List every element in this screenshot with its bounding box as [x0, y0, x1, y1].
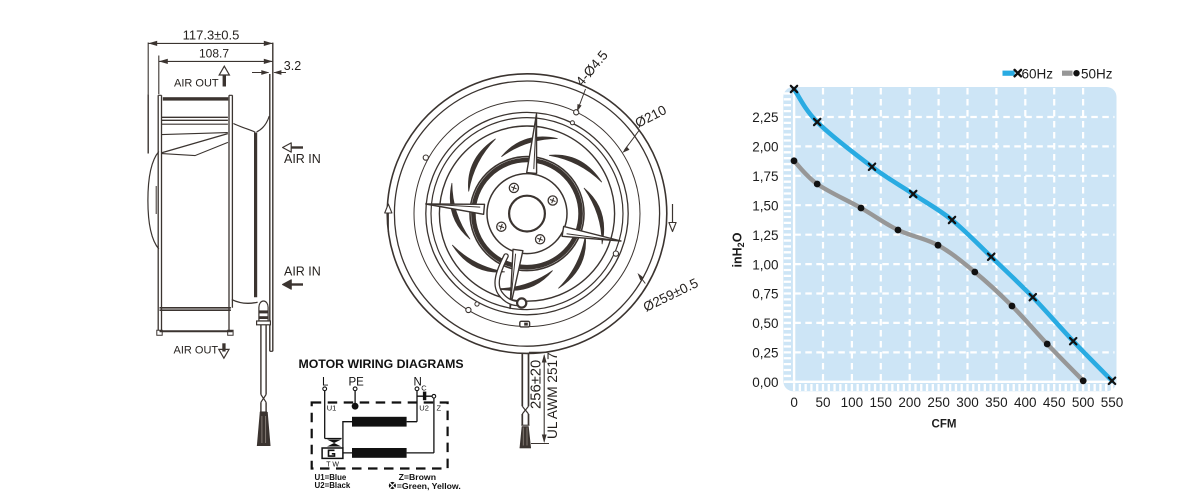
svg-text:300: 300	[956, 395, 979, 410]
svg-text:AIR IN: AIR IN	[284, 152, 321, 166]
svg-text:50: 50	[815, 395, 830, 410]
svg-text:inH2O: inH2O	[731, 232, 747, 267]
svg-text:2,00: 2,00	[752, 140, 778, 155]
svg-text:0,25: 0,25	[752, 346, 778, 361]
svg-text:450: 450	[1043, 395, 1066, 410]
svg-text:1,75: 1,75	[752, 169, 778, 184]
svg-text:U2=Black: U2=Black	[315, 481, 351, 490]
svg-text:500: 500	[1072, 395, 1095, 410]
svg-text:UL AWM 2517: UL AWM 2517	[545, 352, 560, 439]
svg-text:0,75: 0,75	[752, 287, 778, 302]
svg-text:108.7: 108.7	[199, 47, 229, 61]
svg-text:AIR OUT: AIR OUT	[174, 345, 219, 357]
svg-text:U1: U1	[327, 404, 337, 413]
svg-text:350: 350	[985, 395, 1008, 410]
svg-text:Z: Z	[437, 404, 442, 413]
svg-text:1,00: 1,00	[752, 257, 778, 272]
svg-text:150: 150	[870, 395, 893, 410]
svg-text:250: 250	[927, 395, 950, 410]
svg-text:0,50: 0,50	[752, 316, 778, 331]
svg-text:U1=Blue: U1=Blue	[315, 473, 347, 482]
svg-text:50Hz: 50Hz	[1081, 66, 1113, 81]
svg-text:Z=Brown: Z=Brown	[399, 472, 436, 482]
svg-text:117.3±0.5: 117.3±0.5	[183, 28, 240, 43]
svg-text:T W: T W	[326, 462, 339, 469]
svg-text:400: 400	[1014, 395, 1037, 410]
svg-text:0: 0	[790, 395, 798, 410]
svg-text:L: L	[322, 377, 329, 389]
svg-text:AIR OUT: AIR OUT	[174, 78, 219, 90]
svg-text:1,25: 1,25	[752, 228, 778, 243]
svg-text:3.2: 3.2	[284, 59, 301, 73]
svg-text:200: 200	[898, 395, 921, 410]
svg-text:CFM: CFM	[932, 419, 957, 431]
svg-text:MOTOR WIRING DIAGRAMS: MOTOR WIRING DIAGRAMS	[299, 357, 464, 371]
svg-text:=Green, Yellow.: =Green, Yellow.	[397, 481, 461, 491]
svg-text:60Hz: 60Hz	[1022, 66, 1054, 81]
svg-text:2,25: 2,25	[752, 110, 778, 125]
svg-text:U2: U2	[419, 404, 429, 413]
svg-text:PE: PE	[349, 377, 365, 389]
svg-text:550: 550	[1101, 395, 1124, 410]
svg-text:1,50: 1,50	[752, 198, 778, 213]
svg-text:256±20: 256±20	[529, 360, 545, 409]
svg-text:C: C	[421, 383, 427, 392]
svg-text:N: N	[414, 377, 422, 389]
svg-text:0,00: 0,00	[752, 375, 778, 390]
svg-text:100: 100	[841, 395, 864, 410]
svg-text:AIR IN: AIR IN	[284, 265, 321, 279]
